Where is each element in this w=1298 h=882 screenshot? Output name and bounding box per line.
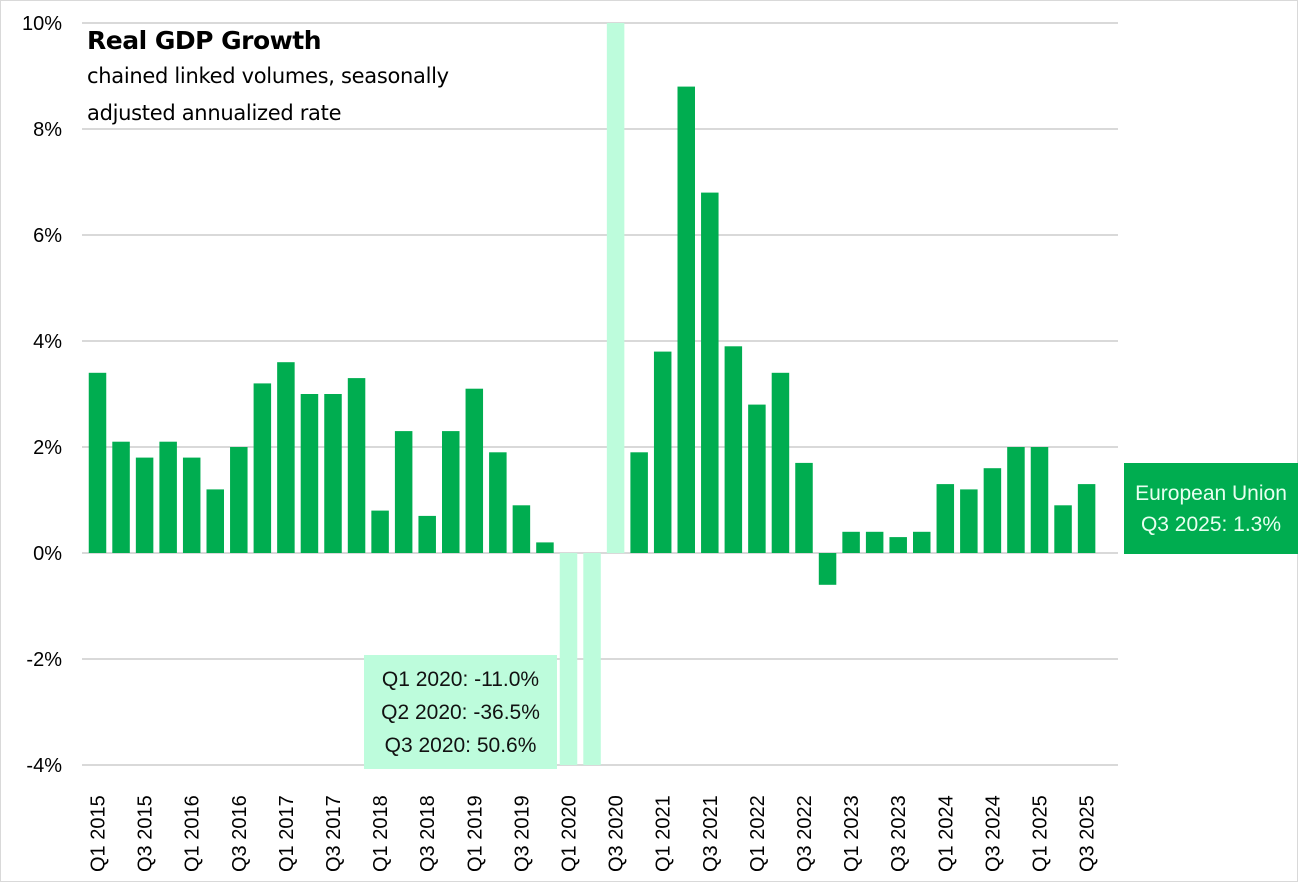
y-tick-label: -2% bbox=[26, 649, 62, 671]
bar-q3-2018 bbox=[418, 515, 436, 553]
chart-title: Real GDP Growth bbox=[87, 26, 322, 55]
bar-q1-2022 bbox=[748, 404, 766, 553]
y-tick-label: -4% bbox=[26, 755, 62, 777]
callout-q1-2020: Q1 2020: -11.0% bbox=[381, 667, 540, 691]
callout-q2-2020: Q2 2020: -36.5% bbox=[381, 700, 540, 724]
bar-q4-2017 bbox=[347, 378, 366, 553]
x-tick-label: Q3 2023 bbox=[888, 795, 910, 872]
x-axis-ticks: Q1 2015 Q3 2015 Q1 2016 Q3 2016 Q1 2017 Q3 20… bbox=[88, 795, 1099, 872]
x-tick-label: Q1 2025 bbox=[1030, 795, 1052, 872]
bar-q2-2020 bbox=[583, 553, 601, 765]
bar-q2-2021 bbox=[677, 86, 695, 553]
x-tick-label: Q1 2018 bbox=[370, 795, 392, 872]
y-tick-label: 6% bbox=[33, 225, 62, 247]
y-tick-label: 10% bbox=[22, 13, 62, 35]
bar-q1-2020 bbox=[559, 553, 578, 765]
chart-subtitle-line-1: chained linked volumes, seasonally bbox=[87, 64, 449, 88]
x-tick-label: Q1 2021 bbox=[653, 795, 675, 872]
y-tick-label: 8% bbox=[33, 119, 62, 141]
x-tick-label: Q3 2025 bbox=[1077, 795, 1099, 872]
bar-q1-2025 bbox=[1030, 447, 1049, 553]
callout-series-name: European Union bbox=[1135, 481, 1287, 505]
bar-q2-2018 bbox=[394, 431, 413, 553]
bar-q4-2016 bbox=[253, 383, 272, 553]
bar-q2-2016 bbox=[206, 489, 224, 553]
bar-q1-2015 bbox=[88, 372, 107, 553]
chart-subtitle-line-2: adjusted annualized rate bbox=[87, 101, 342, 125]
bar-q3-2022 bbox=[795, 462, 813, 553]
x-tick-label: Q1 2016 bbox=[182, 795, 204, 872]
bar-q4-2023 bbox=[913, 531, 931, 553]
x-tick-label: Q3 2024 bbox=[982, 795, 1004, 872]
bar-q2-2023 bbox=[865, 531, 884, 553]
x-tick-label: Q3 2022 bbox=[794, 795, 816, 872]
bars bbox=[88, 23, 1096, 765]
x-tick-label: Q1 2017 bbox=[276, 795, 298, 872]
x-tick-label: Q1 2022 bbox=[747, 795, 769, 872]
callout-latest-value: Q3 2025: 1.3% bbox=[1140, 512, 1282, 536]
bar-q3-2015 bbox=[135, 457, 154, 553]
bar-q2-2015 bbox=[112, 441, 130, 553]
bar-q2-2025 bbox=[1054, 505, 1072, 553]
bar-q3-2025 bbox=[1077, 484, 1096, 553]
x-tick-label: Q1 2023 bbox=[841, 795, 863, 872]
bar-q2-2017 bbox=[300, 394, 319, 553]
bar-q3-2016 bbox=[230, 447, 248, 553]
bar-q1-2019 bbox=[465, 388, 484, 553]
bar-q1-2024 bbox=[936, 484, 955, 553]
y-tick-label: 4% bbox=[33, 331, 62, 353]
bar-q4-2019 bbox=[536, 542, 554, 553]
bar-q2-2022 bbox=[771, 372, 790, 553]
y-axis-ticks: -4% -2% 0% 2% 4% 6% 8% 10% bbox=[22, 13, 62, 777]
bar-q1-2021 bbox=[653, 351, 672, 553]
x-tick-label: Q3 2017 bbox=[323, 795, 345, 872]
x-tick-label: Q1 2015 bbox=[88, 795, 110, 872]
x-tick-label: Q1 2019 bbox=[464, 795, 486, 872]
bar-q4-2018 bbox=[442, 431, 460, 553]
bar-q4-2015 bbox=[159, 441, 177, 553]
bar-q3-2019 bbox=[512, 505, 531, 553]
bar-q3-2023 bbox=[889, 537, 907, 553]
x-tick-label: Q3 2020 bbox=[606, 795, 628, 872]
x-tick-label: Q3 2018 bbox=[417, 795, 439, 872]
callout-q3-2020: Q3 2020: 50.6% bbox=[384, 733, 537, 757]
y-tick-label: 0% bbox=[33, 543, 62, 565]
bar-q4-2024 bbox=[1007, 447, 1025, 553]
title-block: Real GDP Growth chained linked volumes, … bbox=[87, 24, 449, 132]
bar-q1-2016 bbox=[182, 457, 201, 553]
covid-outlier-callout: Q1 2020: -11.0% Q2 2020: -36.5% Q3 2020:… bbox=[364, 655, 557, 769]
bar-q2-2024 bbox=[960, 489, 978, 553]
x-tick-label: Q3 2016 bbox=[229, 795, 251, 872]
bar-q4-2020 bbox=[630, 452, 648, 553]
x-tick-label: Q1 2024 bbox=[935, 795, 957, 872]
y-tick-label: 2% bbox=[33, 437, 62, 459]
bar-q4-2021 bbox=[724, 346, 743, 553]
bar-q1-2017 bbox=[277, 362, 295, 553]
bar-q3-2017 bbox=[324, 394, 342, 553]
x-tick-label: Q3 2019 bbox=[511, 795, 533, 872]
bar-q1-2023 bbox=[842, 531, 860, 553]
bar-q3-2020 bbox=[606, 23, 625, 553]
bar-q4-2022 bbox=[818, 553, 837, 585]
bar-q2-2019 bbox=[489, 452, 507, 553]
bar-q1-2018 bbox=[371, 510, 389, 553]
x-tick-label: Q3 2021 bbox=[700, 795, 722, 872]
x-tick-label: Q3 2015 bbox=[135, 795, 157, 872]
x-tick-label: Q1 2020 bbox=[559, 795, 581, 872]
bar-q3-2024 bbox=[983, 468, 1002, 553]
bar-q3-2021 bbox=[701, 192, 719, 553]
latest-value-callout: European Union Q3 2025: 1.3% bbox=[1124, 463, 1298, 554]
